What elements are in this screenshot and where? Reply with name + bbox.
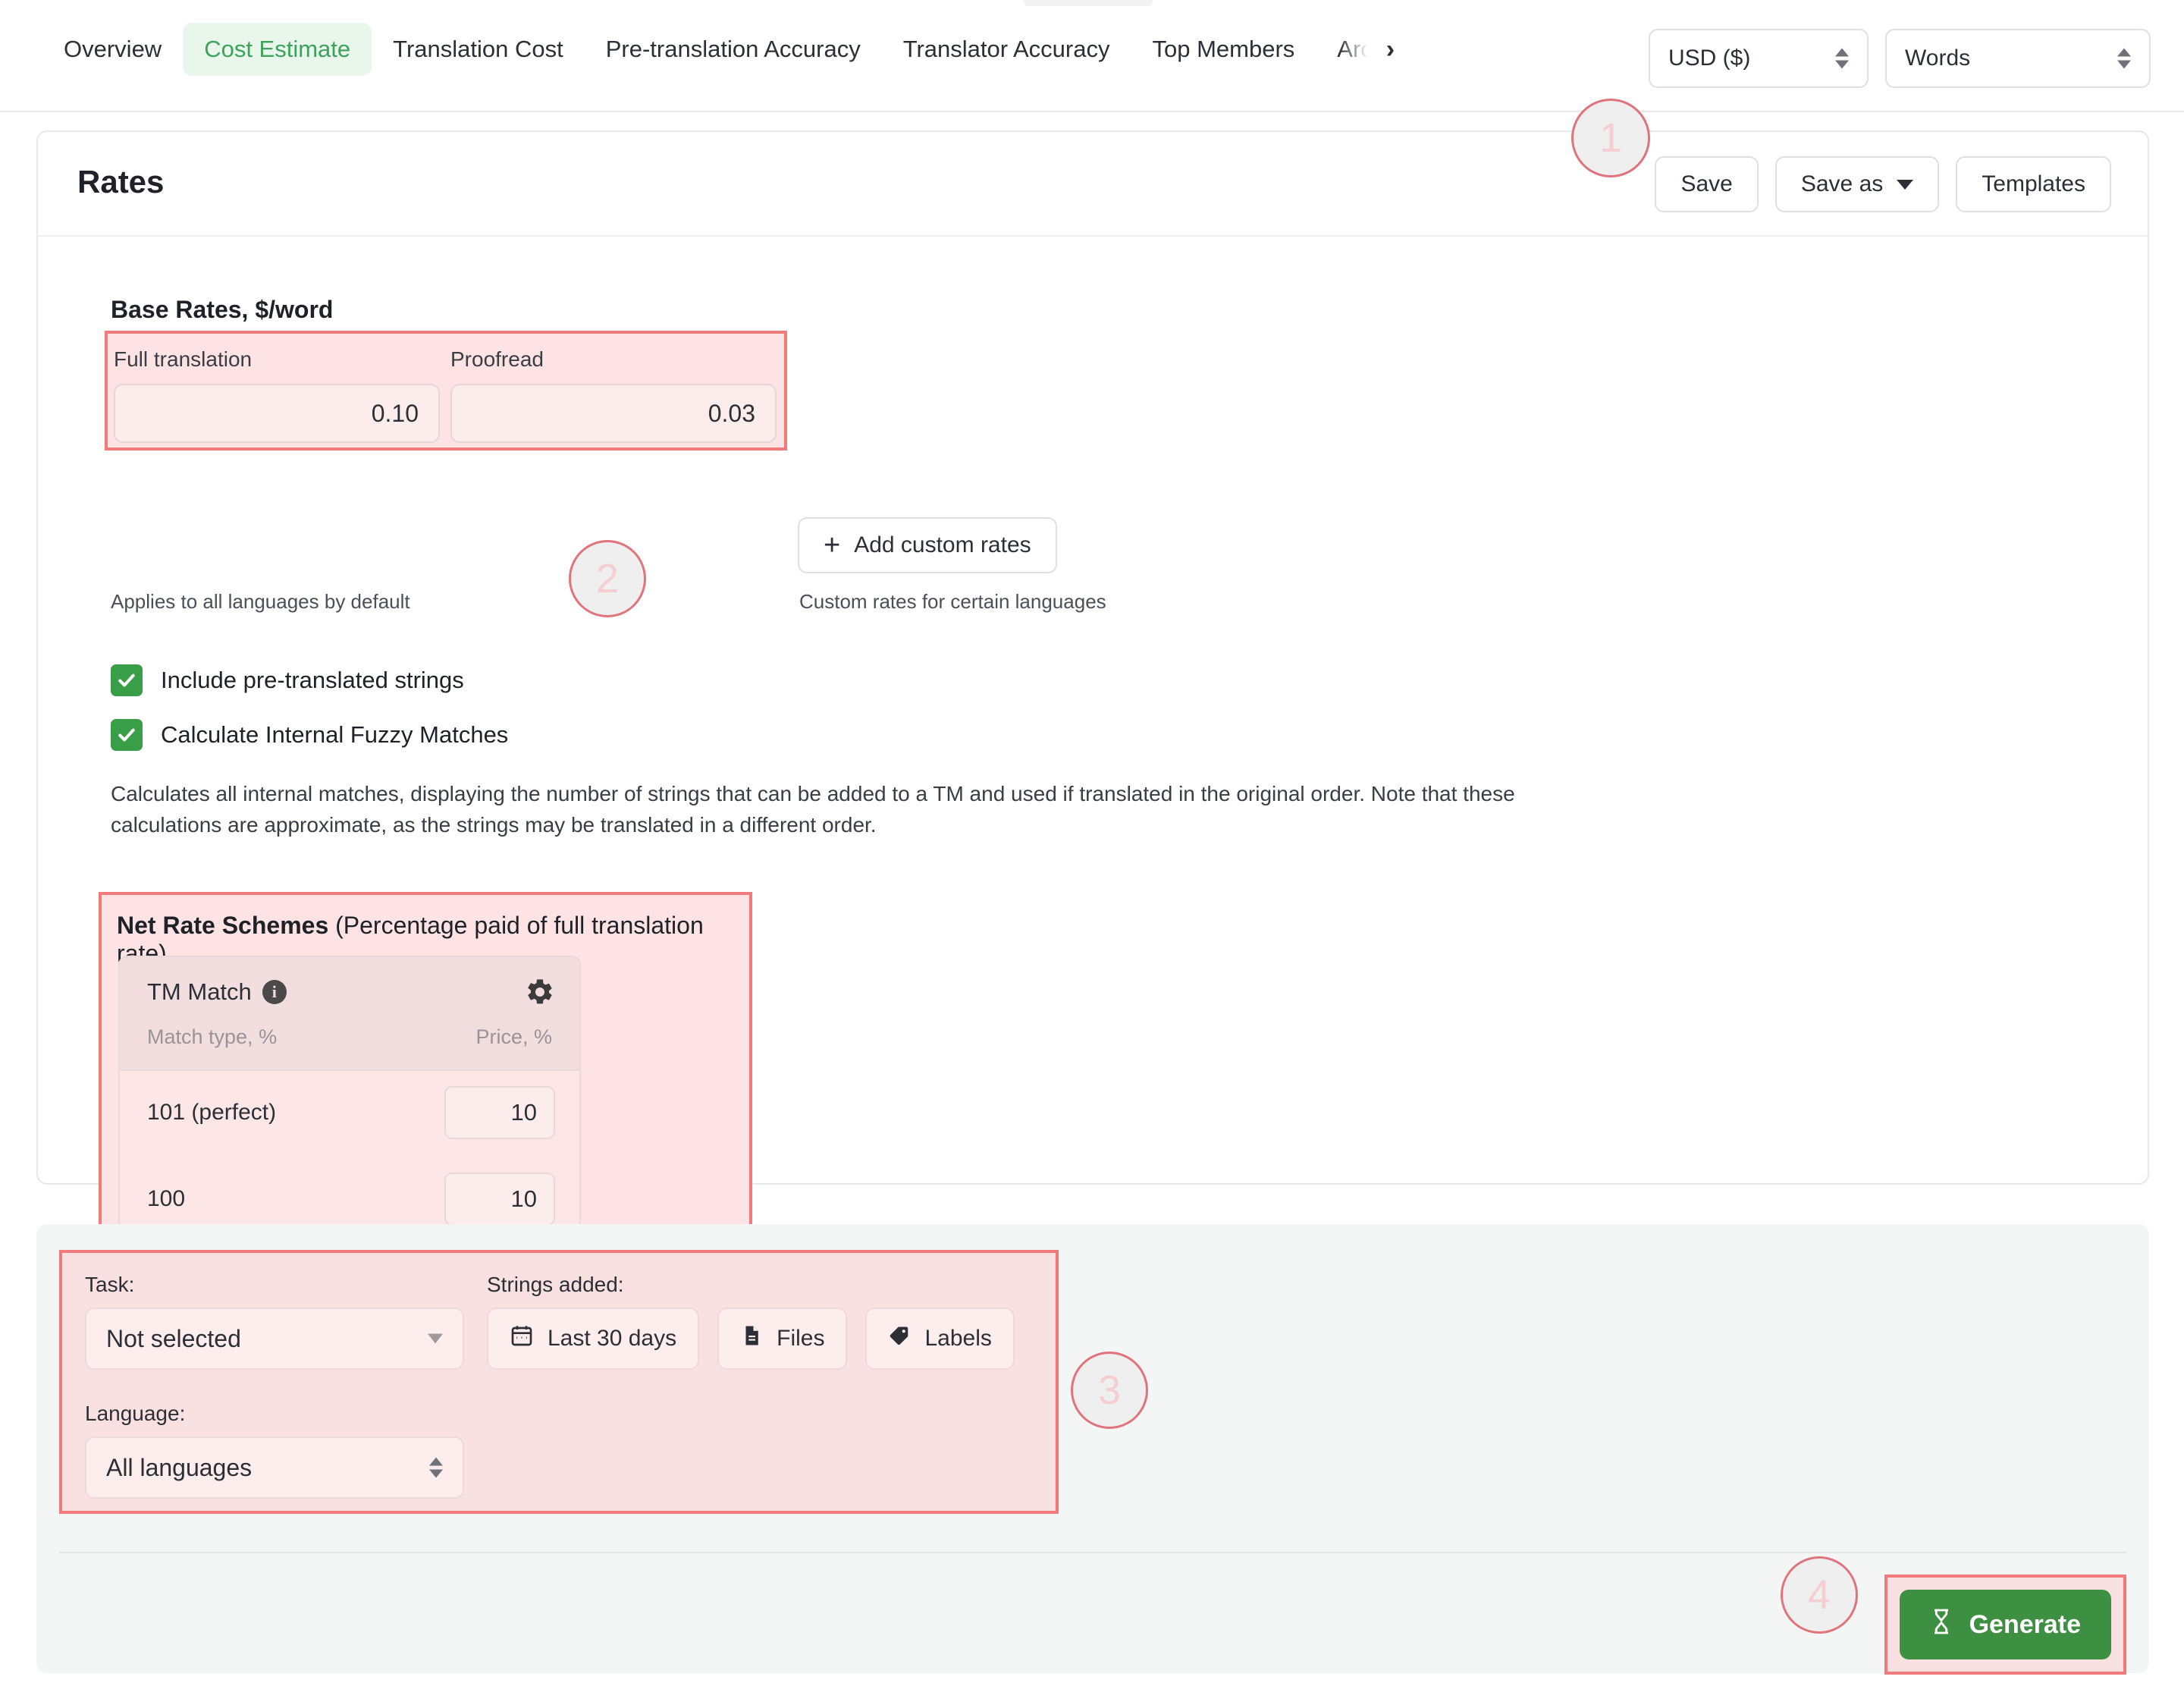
full-translation-input[interactable]: 0.10 <box>114 384 440 443</box>
unit-select[interactable]: Words <box>1885 29 2151 88</box>
proofread-field: Proofread 0.03 <box>450 347 777 443</box>
add-custom-rates-button[interactable]: + Add custom rates <box>798 517 1057 573</box>
checkbox-include-pretranslated[interactable]: Include pre-translated strings <box>111 664 464 696</box>
task-select[interactable]: Not selected <box>85 1308 464 1370</box>
tag-icon <box>888 1324 911 1353</box>
tab-pre-translation-accuracy[interactable]: Pre-translation Accuracy <box>605 36 861 62</box>
save-button-label: Save <box>1680 171 1733 196</box>
tm-row-price-input[interactable]: 10 <box>444 1086 555 1139</box>
tab-translator-accuracy[interactable]: Translator Accuracy <box>902 36 1110 62</box>
generate-button-label: Generate <box>1969 1609 2081 1639</box>
base-rates-hint-left: Applies to all languages by default <box>111 590 410 613</box>
tm-row-match-type: 100 <box>147 1186 186 1211</box>
card-header-actions: Save Save as Templates <box>1655 156 2111 212</box>
task-select-value: Not selected <box>106 1324 241 1352</box>
tab-translation-cost[interactable]: Translation Cost <box>393 36 563 62</box>
filter-last-30-days-label: Last 30 days <box>548 1326 677 1351</box>
language-select[interactable]: All languages <box>85 1436 464 1499</box>
table-row: 101 (perfect) 10 <box>147 1086 555 1139</box>
tm-match-title: TM Match <box>147 978 252 1005</box>
tab-list: Overview Cost Estimate Translation Cost … <box>42 23 1411 76</box>
updown-icon <box>2117 48 2131 69</box>
plus-icon: + <box>824 529 841 561</box>
base-rates-highlight-group: Full translation 0.10 Proofread 0.03 <box>105 331 787 451</box>
proofread-label: Proofread <box>450 347 544 371</box>
language-label: Language: <box>85 1402 186 1425</box>
gear-icon[interactable] <box>525 977 555 1011</box>
rates-card-header: Rates Save Save as Templates <box>38 132 2148 237</box>
add-custom-rates-label: Add custom rates <box>854 532 1031 557</box>
top-stub-decoration <box>1024 0 1153 6</box>
annotation-marker-2: 2 <box>569 540 646 617</box>
tm-match-title-group: TM Match i <box>147 978 287 1006</box>
checkbox-calculate-fuzzy-label: Calculate Internal Fuzzy Matches <box>161 721 509 748</box>
filter-labels-label: Labels <box>924 1326 992 1351</box>
annotation-marker-4: 4 <box>1781 1556 1858 1634</box>
rates-card: Rates Save Save as Templates Base Rates,… <box>36 130 2149 1301</box>
tab-top-members[interactable]: Top Members <box>1152 36 1295 62</box>
language-select-value: All languages <box>106 1453 253 1481</box>
panel-divider <box>59 1552 2126 1553</box>
tm-col-price: Price, % <box>475 1025 552 1048</box>
task-label: Task: <box>85 1273 135 1296</box>
tm-row-price-input[interactable]: 10 <box>444 1173 555 1226</box>
annotation-marker-3: 3 <box>1071 1352 1148 1429</box>
generate-highlight-group: Generate <box>1884 1575 2126 1675</box>
file-icon <box>740 1324 763 1353</box>
save-as-button-label: Save as <box>1800 171 1884 196</box>
full-translation-label: Full translation <box>114 347 253 371</box>
chevron-right-icon[interactable]: › <box>1385 35 1395 64</box>
base-rates-hint-right: Custom rates for certain languages <box>799 590 1106 613</box>
hourglass-icon <box>1930 1608 1953 1642</box>
info-icon[interactable]: i <box>262 980 287 1004</box>
table-row: 100 10 <box>147 1173 555 1226</box>
save-button[interactable]: Save <box>1655 156 1759 212</box>
tab-truncated[interactable]: Arc <box>1337 36 1373 62</box>
templates-button-label: Templates <box>1982 171 2085 196</box>
unit-select-value: Words <box>1905 46 1971 71</box>
save-as-button[interactable]: Save as <box>1774 156 1940 212</box>
calendar-icon <box>510 1323 534 1354</box>
strings-added-label: Strings added: <box>487 1273 624 1296</box>
currency-select[interactable]: USD ($) <box>1649 29 1869 88</box>
updown-icon <box>1835 48 1849 69</box>
tm-col-match-type: Match type, % <box>147 1025 278 1048</box>
chevron-down-icon <box>1897 179 1914 190</box>
filter-files-label: Files <box>777 1326 825 1351</box>
currency-select-value: USD ($) <box>1668 46 1751 71</box>
filter-files-button[interactable]: Files <box>717 1308 848 1370</box>
tm-match-card-header: TM Match i Match type, % Price, % <box>120 957 579 1071</box>
filters-highlight-group: Task: Not selected Strings added: <box>59 1250 1059 1514</box>
top-select-group: USD ($) Words <box>1633 15 2166 102</box>
filter-last-30-days-button[interactable]: Last 30 days <box>487 1308 700 1370</box>
top-tab-bar: Overview Cost Estimate Translation Cost … <box>0 0 2184 112</box>
tab-cost-estimate[interactable]: Cost Estimate <box>183 23 372 76</box>
filter-labels-button[interactable]: Labels <box>865 1308 1015 1370</box>
generate-button[interactable]: Generate <box>1899 1590 2111 1659</box>
full-translation-field: Full translation 0.10 <box>114 347 440 443</box>
base-rates-title: Base Rates, $/word <box>111 296 334 323</box>
annotation-marker-1: 1 <box>1571 99 1650 177</box>
strings-added-filter-group: Last 30 days Files <box>487 1308 1015 1370</box>
page-title: Rates <box>77 164 165 199</box>
tm-match-card: TM Match i Match type, % Price, % 101 (p… <box>118 956 581 1265</box>
checkbox-include-pretranslated-label: Include pre-translated strings <box>161 667 464 693</box>
net-rate-schemes-title: Net Rate Schemes <box>117 912 329 939</box>
updown-icon <box>429 1457 443 1478</box>
tm-match-column-headers: Match type, % Price, % <box>147 1025 552 1049</box>
templates-button[interactable]: Templates <box>1956 156 2111 212</box>
check-icon <box>111 664 143 696</box>
tm-row-match-type: 101 (perfect) <box>147 1100 277 1125</box>
proofread-input[interactable]: 0.03 <box>450 384 777 443</box>
checkbox-calculate-fuzzy[interactable]: Calculate Internal Fuzzy Matches <box>111 719 508 751</box>
check-icon <box>111 719 143 751</box>
chevron-down-icon <box>428 1333 443 1344</box>
fuzzy-matches-description: Calculates all internal matches, display… <box>111 782 1515 837</box>
tab-overview[interactable]: Overview <box>64 36 162 62</box>
